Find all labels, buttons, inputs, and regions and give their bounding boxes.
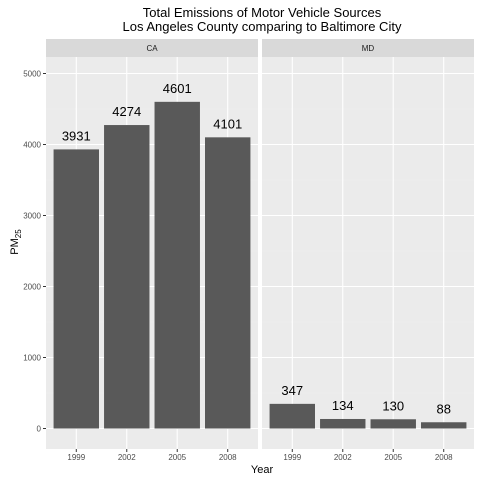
bar-md-1999 — [269, 403, 315, 429]
data-label: 4101 — [213, 116, 242, 131]
x-tick-label: 2005 — [168, 453, 186, 462]
data-label: 134 — [332, 398, 354, 413]
y-axis-title-main: PM — [9, 238, 21, 255]
bar-md-2008 — [421, 422, 467, 429]
bar-ca-2008 — [205, 137, 251, 429]
chart-title: Total Emissions of Motor Vehicle Sources — [143, 5, 382, 20]
x-tick-label: 2008 — [219, 453, 237, 462]
x-tick-label: 2005 — [384, 453, 402, 462]
y-axis-title: PM25 — [9, 229, 23, 255]
facet-strip-label: MD — [362, 44, 375, 53]
panel-background — [262, 57, 474, 449]
facet-strip-label: CA — [146, 44, 158, 53]
y-tick-label: 1000 — [23, 354, 41, 363]
y-tick-label: 3000 — [23, 212, 41, 221]
bar-ca-1999 — [53, 149, 99, 429]
x-axis-title: Year — [251, 464, 274, 476]
bar-md-2002 — [320, 418, 366, 429]
chart-subtitle: Los Angeles County comparing to Baltimor… — [123, 19, 402, 34]
data-label: 88 — [436, 401, 450, 416]
bar-ca-2005 — [154, 101, 200, 429]
y-tick-label: 0 — [37, 425, 42, 434]
data-label: 4274 — [112, 104, 141, 119]
x-tick-label: 2002 — [334, 453, 352, 462]
bar-ca-2002 — [104, 125, 150, 429]
x-tick-label: 2002 — [118, 453, 136, 462]
panels-layer: CA 3931 1999 4274 2002 4601 2005 4101 2008 0 1000 2… — [23, 39, 474, 462]
y-tick-label: 5000 — [23, 70, 41, 79]
data-label: 130 — [382, 398, 404, 413]
x-tick-label: 1999 — [283, 453, 301, 462]
bar-md-2005 — [370, 419, 416, 429]
facet-strip — [46, 39, 258, 57]
y-axis-title-subscript: 25 — [14, 229, 23, 238]
data-label: 3931 — [62, 128, 91, 143]
data-label: 4601 — [163, 81, 192, 96]
y-tick-label: 2000 — [23, 283, 41, 292]
data-label: 347 — [281, 383, 303, 398]
panel-md: MD 347 1999 134 2002 130 2005 88 2008 — [262, 39, 474, 462]
panel-ca: CA 3931 1999 4274 2002 4601 2005 4101 2008 — [46, 39, 258, 462]
y-tick-label: 4000 — [23, 141, 41, 150]
facet-strip — [262, 39, 474, 57]
x-tick-label: 2008 — [435, 453, 453, 462]
x-tick-label: 1999 — [67, 453, 85, 462]
